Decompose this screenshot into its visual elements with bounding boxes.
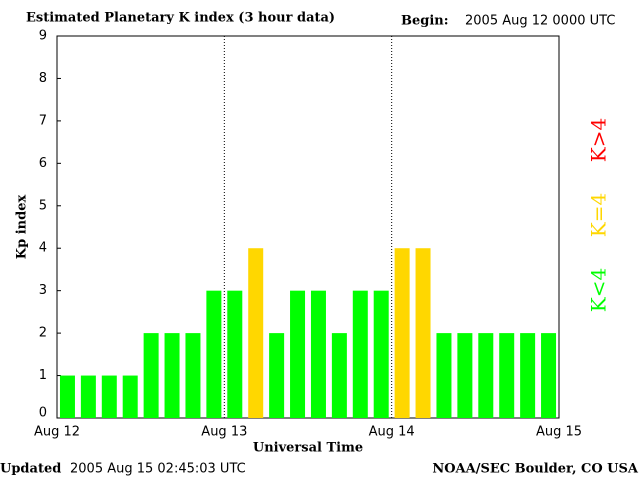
updated-date: 2005 Aug 15 02:45:03 UTC bbox=[70, 462, 246, 477]
bar bbox=[415, 248, 431, 418]
begin-label: Begin: bbox=[401, 14, 449, 29]
y-tick-label: 6 bbox=[39, 156, 47, 171]
bar bbox=[436, 333, 452, 418]
y-tick-label: 0 bbox=[39, 406, 47, 421]
bar bbox=[520, 333, 536, 418]
bar bbox=[290, 290, 306, 418]
y-tick-label: 7 bbox=[39, 113, 47, 128]
x-tick-label: Aug 14 bbox=[369, 425, 415, 440]
begin-date: 2005 Aug 12 0000 UTC bbox=[465, 14, 615, 29]
legend-entry: K>4 bbox=[587, 118, 611, 162]
bar bbox=[331, 333, 347, 418]
bar bbox=[164, 333, 180, 418]
chart-title: Estimated Planetary K index (3 hour data… bbox=[26, 11, 335, 26]
bar bbox=[143, 333, 159, 418]
bar bbox=[122, 375, 138, 418]
bar bbox=[499, 333, 515, 418]
bar bbox=[394, 248, 410, 418]
x-tick-label: Aug 13 bbox=[201, 425, 247, 440]
plot-frame bbox=[56, 35, 560, 419]
bar bbox=[373, 290, 389, 418]
bar bbox=[269, 333, 285, 418]
bar bbox=[457, 333, 473, 418]
bar bbox=[541, 333, 557, 418]
bar bbox=[185, 333, 201, 418]
y-tick-label: 8 bbox=[39, 71, 47, 86]
x-tick-label: Aug 15 bbox=[536, 425, 582, 440]
bar bbox=[310, 290, 326, 418]
source: NOAA/SEC Boulder, CO USA bbox=[432, 462, 639, 477]
bar bbox=[227, 290, 243, 418]
y-tick-label: 9 bbox=[39, 29, 47, 44]
bar bbox=[59, 375, 75, 418]
y-axis-label: Kp index bbox=[15, 195, 30, 260]
legend-entry: K=4 bbox=[587, 193, 611, 237]
y-tick-label: 3 bbox=[39, 283, 47, 298]
bar bbox=[352, 290, 368, 418]
x-axis-label: Universal Time bbox=[253, 441, 363, 456]
bar bbox=[101, 375, 117, 418]
bar bbox=[80, 375, 96, 418]
legend-entry: K<4 bbox=[587, 268, 611, 312]
x-tick-label: Aug 12 bbox=[34, 425, 80, 440]
bar bbox=[478, 333, 494, 418]
y-tick-label: 5 bbox=[39, 198, 47, 213]
bar bbox=[248, 248, 264, 418]
y-tick-label: 4 bbox=[39, 241, 47, 256]
bar bbox=[206, 290, 222, 418]
y-tick-label: 1 bbox=[39, 368, 47, 383]
updated-label: Updated bbox=[0, 462, 61, 477]
y-tick-label: 2 bbox=[39, 326, 47, 341]
